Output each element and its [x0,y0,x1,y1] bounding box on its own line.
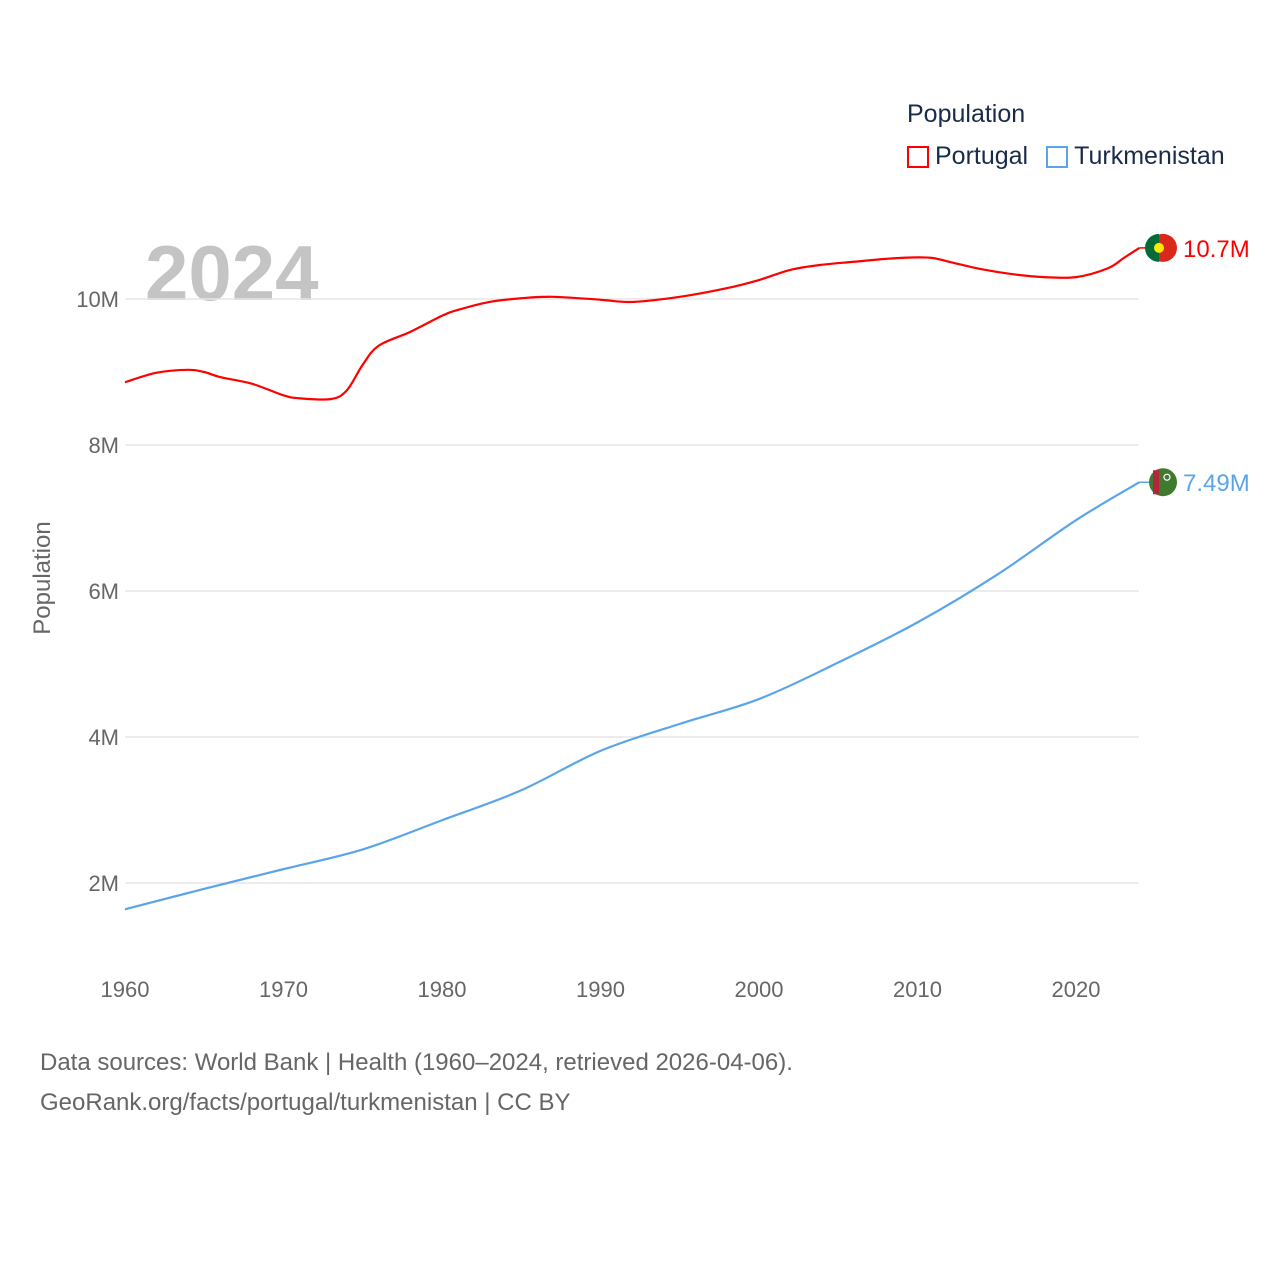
y-tick-label: 4M [88,725,119,750]
y-axis-label: Population [29,521,56,634]
x-tick-label: 2000 [735,977,784,1002]
legend-label-portugal: Portugal [935,142,1029,170]
turkmenistan-flag-crescent [1163,473,1171,481]
portugal-flag-emblem [1154,242,1164,253]
legend-item-portugal[interactable]: Portugal [907,142,1028,171]
year-watermark: 2024 [145,229,319,317]
y-tick-label: 6M [88,579,119,604]
portugal-flag-green [1145,233,1159,262]
legend-title: Population [907,100,1026,128]
legend: Portugal Turkmenistan [907,142,1225,171]
x-tick-label: 1990 [576,977,625,1002]
x-tick-label: 2020 [1052,977,1101,1002]
x-tick-label: 1980 [418,977,467,1002]
y-tick-label: 2M [88,871,119,896]
data-sources: Data sources: World Bank | Health (1960–… [40,1049,793,1076]
legend-item-turkmenistan[interactable]: Turkmenistan [1046,142,1225,171]
x-tick-label: 1970 [259,977,308,1002]
series-line-portugal [124,246,1140,401]
end-value-label: 10.7M [1183,236,1250,263]
source-link[interactable]: GeoRank.org/facts/portugal/turkmenistan … [40,1089,571,1116]
legend-swatch-turkmenistan [1046,145,1069,168]
legend-label-turkmenistan: Turkmenistan [1074,142,1225,170]
legend-swatch-portugal [907,145,929,168]
turkmenistan-flag-stripe [1153,470,1159,495]
y-tick-label: 8M [88,433,119,458]
y-tick-label: 10M [76,287,119,312]
end-value-label: 7.49M [1183,470,1250,497]
footer: Data sources: World Bank | Health (1960–… [40,1043,793,1123]
x-tick-label: 2010 [893,977,942,1002]
series-line-turkmenistan [124,481,1140,911]
x-tick-label: 1960 [101,977,150,1002]
